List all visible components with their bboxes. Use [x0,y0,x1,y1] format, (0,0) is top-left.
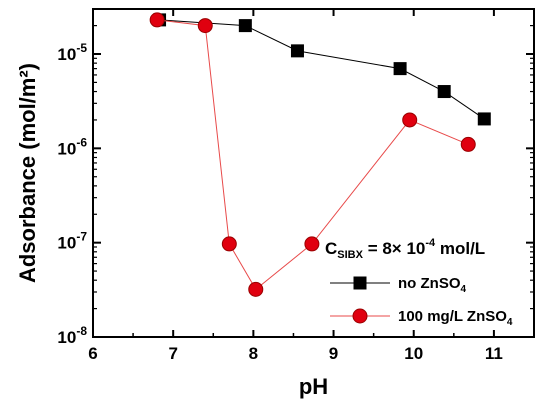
y-tick-label: 10-5 [57,41,87,64]
series-1-point [290,44,304,58]
series-2-point [149,12,165,28]
y-axis-label: Adsorbance (mol/m²) [15,63,40,283]
plot-frame [92,8,535,338]
series-1-point [393,62,407,76]
chart-axes: 6 7 8 9 10 11 10-8 10-7 10-6 10-5 pH Adsorbance (mo… [15,8,535,399]
x-axis-label: pH [299,374,328,399]
legend-label-1: no ZnSO4 [398,275,467,295]
x-tick-label: 6 [88,344,97,363]
chart-plot-area [149,12,491,297]
x-tick-label: 11 [485,344,503,363]
x-tick-label: 9 [329,344,338,363]
x-tick-label: 10 [404,344,423,363]
y-tick-label: 10-8 [57,324,87,347]
series-2-point [304,236,320,252]
y-tick-label: 10-6 [57,135,87,158]
legend-marker-1 [353,276,367,290]
series-1-point [477,112,491,126]
series-1-point [238,19,252,33]
y-tick-label: 10-7 [57,230,87,253]
chart-legend: CSIBX = 8× 10-4 mol/L no ZnSO4 100 mg/L Zn… [325,237,513,328]
legend-label-2: 100 mg/L ZnSO4 [398,308,513,328]
series-2-point [402,112,418,128]
series-2-point [460,136,476,152]
x-tick-label: 8 [249,344,258,363]
x-tick-label: 7 [168,344,177,363]
series-2-point [197,18,213,34]
concentration-annotation: CSIBX = 8× 10-4 mol/L [325,237,485,261]
series-2-point [248,281,264,297]
series-1-point [437,85,451,99]
series-2-point [221,236,237,252]
legend-marker-2 [352,308,368,324]
series-line-1 [159,19,485,120]
